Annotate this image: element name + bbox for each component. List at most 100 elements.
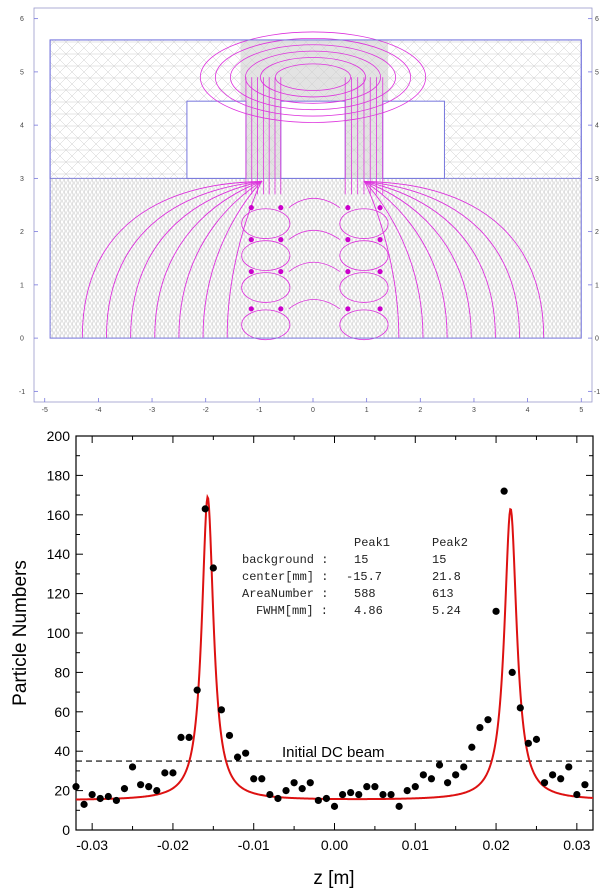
- data-point: [96, 794, 104, 803]
- data-point: [452, 771, 460, 779]
- y-tick-label: 200: [47, 428, 71, 444]
- fit-row-background-peak1: 15: [354, 553, 368, 567]
- coil-dot: [278, 268, 284, 275]
- data-point: [411, 783, 419, 791]
- data-point: [540, 779, 549, 787]
- field-map-x-tick-label: 4: [526, 407, 530, 414]
- field-line-outer-arc: [154, 180, 472, 339]
- coil-dot: [345, 268, 351, 275]
- y-tick-label: 160: [47, 507, 71, 523]
- data-point: [298, 785, 306, 793]
- data-point: [484, 716, 492, 724]
- fit-curve: [75, 493, 594, 801]
- field-line-upper-loop: [214, 37, 412, 117]
- data-point: [193, 686, 201, 694]
- coil-markers: [248, 205, 383, 312]
- coil-dot: [345, 306, 351, 312]
- data-points: [72, 487, 589, 810]
- data-point: [565, 763, 573, 771]
- data-point: [322, 794, 331, 803]
- coil-dot: [248, 205, 254, 211]
- data-point: [347, 788, 355, 797]
- data-point: [476, 723, 484, 732]
- field-line-outer-arc: [130, 180, 496, 339]
- fit-row-background-peak2: 15: [432, 553, 446, 567]
- coil-dot: [278, 205, 284, 211]
- field-map-x-tick-label: -2: [203, 407, 209, 414]
- x-tick-label: 0.00: [321, 837, 348, 853]
- data-point: [185, 733, 193, 742]
- field-map-y-tick-label: 3: [20, 176, 24, 183]
- field-map-x-tick-label: -5: [42, 407, 48, 414]
- data-point: [573, 790, 581, 799]
- data-point: [177, 733, 185, 742]
- field-map-y-tick-label-right: 6: [595, 16, 599, 23]
- field-map-x-tick-label: 2: [418, 407, 422, 414]
- data-point: [314, 796, 322, 805]
- lower-mesh-region: [50, 178, 582, 339]
- domain-outline: [49, 39, 582, 339]
- data-point: [395, 802, 403, 810]
- y-tick-label: 120: [47, 586, 71, 602]
- data-point: [242, 749, 250, 757]
- fit-header-peak1: Peak1: [354, 536, 390, 550]
- field-line-coil-loop: [339, 309, 389, 341]
- field-line-upper-loop: [199, 31, 427, 123]
- coil-dot: [345, 205, 351, 211]
- field-line-coil-loop: [339, 240, 389, 271]
- field-map-x-tick-label: -4: [95, 407, 101, 414]
- field-line-upper-loop: [260, 57, 366, 98]
- data-point: [581, 781, 589, 789]
- data-point: [274, 794, 282, 803]
- data-point: [403, 787, 411, 795]
- fit-row-area-peak1: 588: [354, 587, 376, 601]
- field-map-x-ticks: -5 -4 -3 -2 -1 0 1 2 3 4 5: [42, 398, 583, 414]
- y-tick-label: 0: [62, 822, 70, 838]
- fit-results-table: Peak1 Peak2 background : 15 15 center[mm…: [242, 536, 468, 618]
- data-point: [161, 769, 169, 777]
- x-tick-label: 0.02: [482, 837, 509, 853]
- data-point: [492, 607, 500, 615]
- field-map-x-tick-label: 0: [311, 407, 315, 414]
- x-tick-label: -0.03: [76, 837, 108, 853]
- field-line-outer-arc: [178, 180, 448, 339]
- x-tick-label: -0.01: [238, 837, 270, 853]
- data-point: [250, 775, 258, 783]
- coil-dot: [278, 237, 284, 243]
- field-line-coil-loop: [241, 309, 291, 341]
- field-map-x-tick-label: 5: [579, 407, 583, 414]
- window-right: [382, 100, 445, 179]
- y-tick-label: 100: [47, 625, 71, 641]
- coil-dot: [248, 237, 254, 243]
- coil-dot: [377, 205, 383, 211]
- data-point: [266, 790, 274, 799]
- data-point: [306, 779, 314, 787]
- field-map-y-tick-label-right: 2: [595, 229, 599, 236]
- data-point: [516, 704, 524, 712]
- field-line-outer-arc: [202, 180, 424, 339]
- data-point: [88, 790, 96, 799]
- fit-row-background-label: background :: [242, 553, 328, 567]
- field-map-y-tick-label: 2: [20, 229, 24, 236]
- field-map-y-tick-label: 5: [20, 69, 24, 76]
- data-point: [363, 783, 371, 791]
- field-map-y-tick-label: 1: [20, 282, 24, 289]
- field-map-y-tick-label-right: 1: [595, 282, 599, 289]
- data-point: [217, 706, 226, 714]
- coil-dot: [278, 306, 284, 312]
- field-map-y-tick-label: 4: [20, 123, 24, 130]
- data-point: [508, 668, 516, 676]
- data-point: [169, 769, 177, 777]
- field-line-coil-loop: [241, 272, 291, 303]
- data-point: [209, 564, 217, 572]
- field-map-x-tick-label: 1: [365, 407, 369, 414]
- data-point: [153, 787, 161, 795]
- fit-row-center-peak1: -15.7: [346, 570, 382, 584]
- y-axis-ticks: 0 20 40 60 80 100 120 140 160 180 200: [47, 428, 593, 838]
- data-point: [330, 802, 339, 810]
- x-tick-label: 0.01: [402, 837, 429, 853]
- window-center: [280, 100, 346, 179]
- field-map-y-tick-label-right: 3: [595, 176, 599, 183]
- field-map-y-tick-label: 0: [20, 336, 24, 343]
